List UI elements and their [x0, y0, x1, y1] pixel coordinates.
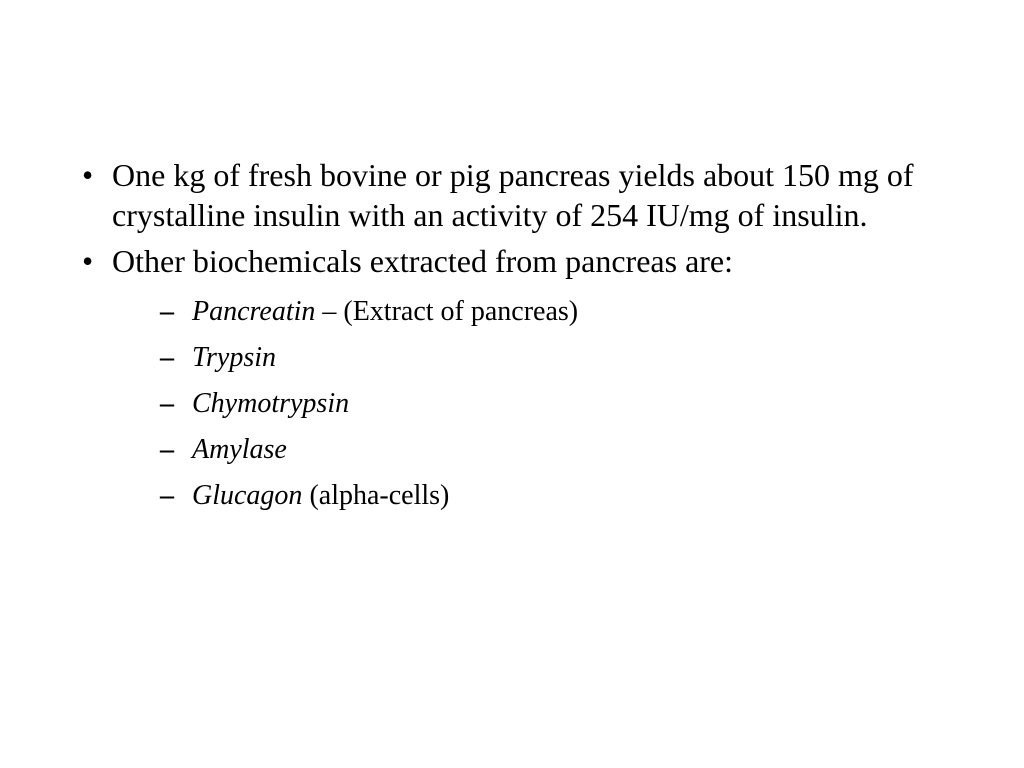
sub-bullet-amylase: Amylase — [112, 429, 954, 471]
desc: (alpha-cells) — [309, 480, 449, 511]
bullet-text: One kg of fresh bovine or pig pancreas y… — [112, 157, 914, 233]
bullet-list-level1: One kg of fresh bovine or pig pancreas y… — [70, 155, 954, 517]
term: Glucagon — [192, 480, 302, 511]
slide-body: One kg of fresh bovine or pig pancreas y… — [0, 0, 1024, 768]
term: Trypsin — [192, 342, 276, 373]
term: Amylase — [192, 434, 287, 465]
term: Pancreatin — [192, 296, 315, 327]
sub-bullet-trypsin: Trypsin — [112, 337, 954, 379]
term: Chymotrypsin — [192, 388, 349, 419]
sub-bullet-chymotrypsin: Chymotrypsin — [112, 383, 954, 425]
sep: – — [315, 296, 343, 327]
bullet-text: Other biochemicals extracted from pancre… — [112, 243, 733, 279]
desc: (Extract of pancreas) — [343, 296, 578, 327]
bullet-list-level2: Pancreatin – (Extract of pancreas) Tryps… — [112, 291, 954, 517]
sub-bullet-pancreatin: Pancreatin – (Extract of pancreas) — [112, 291, 954, 333]
sub-bullet-glucagon: Glucagon (alpha-cells) — [112, 475, 954, 517]
bullet-item-2: Other biochemicals extracted from pancre… — [70, 241, 954, 517]
bullet-item-1: One kg of fresh bovine or pig pancreas y… — [70, 155, 954, 235]
